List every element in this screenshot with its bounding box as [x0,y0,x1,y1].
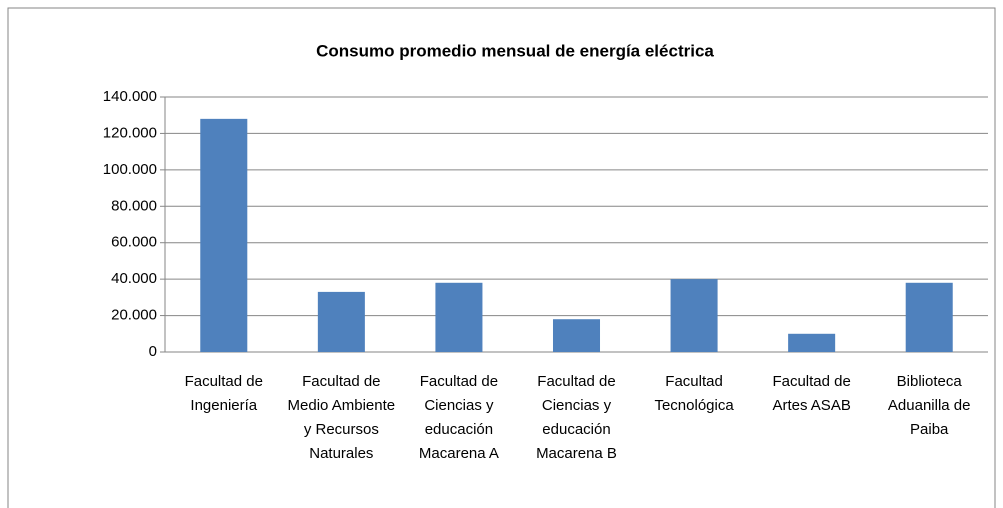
x-tick-label: Facultad de Artes ASAB [772,373,851,414]
y-tick-label: 120.000 [103,124,157,141]
y-tick-label: 40.000 [111,270,157,287]
y-tick-label: 140.000 [103,88,157,105]
y-tick-label: 20.000 [111,307,157,324]
x-tick-label: Facultad de Medio Ambiente y Recursos Na… [287,373,396,462]
bar [552,319,601,352]
y-tick-label: 100.000 [103,161,157,178]
bar [317,291,365,352]
chart-title: Consumo promedio mensual de energía eléc… [316,41,714,60]
x-tick-label: Biblioteca Aduanilla de Paiba [887,373,971,438]
x-tick-label: Facultad Tecnológica [654,373,734,414]
x-tick-label: Facultad de Ingeniería [184,373,263,414]
bar [788,333,836,352]
y-tick-label: 0 [149,343,157,360]
y-tick-label: 60.000 [111,234,157,251]
x-tick-label: Facultad de Ciencias y educación Macaren… [536,373,617,462]
bar [905,282,953,352]
y-tick-label: 80.000 [111,197,157,214]
x-tick-label: Facultad de Ciencias y educación Macaren… [418,373,499,462]
chart-border [7,7,996,508]
bar [670,279,718,352]
bar [435,282,483,352]
bar [200,118,248,352]
